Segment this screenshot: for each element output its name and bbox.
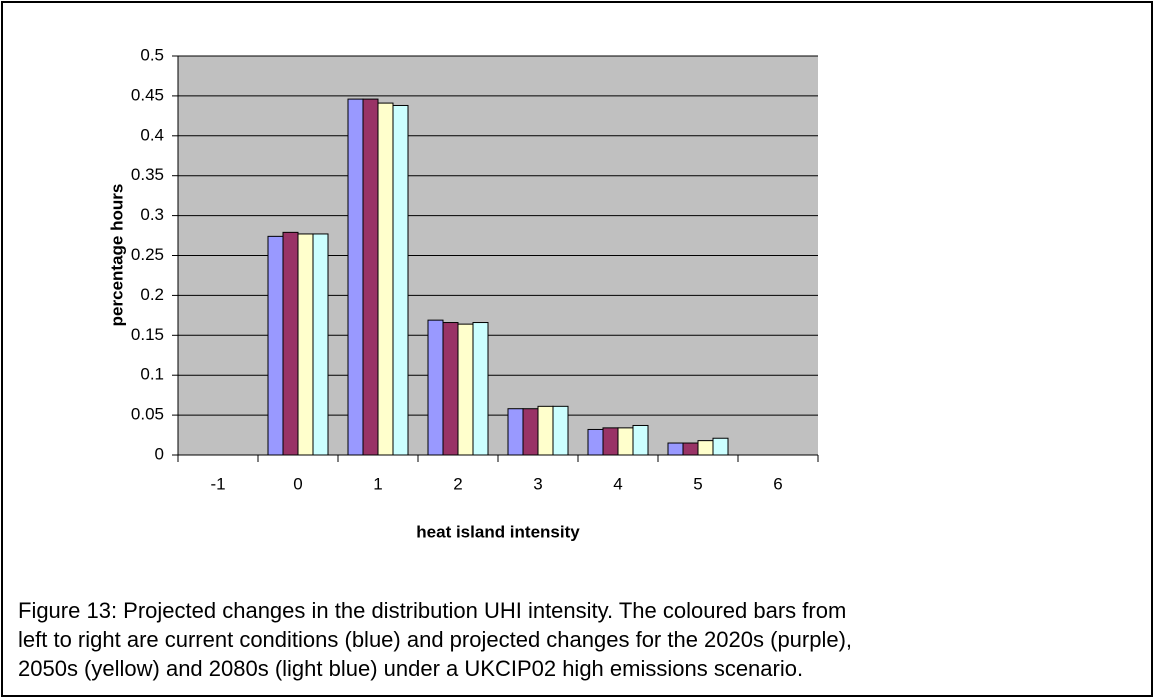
- y-tick-label: 0.4: [140, 125, 164, 144]
- bar: [537, 405, 554, 456]
- bar: [712, 437, 729, 456]
- bar: [427, 319, 444, 456]
- y-axis-title: percentage hours: [107, 184, 126, 327]
- bar: [377, 102, 394, 456]
- bar: [667, 442, 684, 456]
- x-tick-label: 6: [773, 474, 782, 493]
- x-tick-label: 5: [693, 474, 702, 493]
- caption-line: Figure 13: Projected changes in the dist…: [18, 598, 846, 623]
- bar: [507, 408, 524, 456]
- y-tick-label: 0.35: [131, 165, 164, 184]
- bar: [472, 322, 489, 456]
- y-tick-label: 0.1: [140, 365, 164, 384]
- bar: [457, 323, 474, 456]
- bar: [347, 98, 364, 456]
- bar: [587, 428, 604, 456]
- x-tick-label: 3: [533, 474, 542, 493]
- x-tick-label: 4: [613, 474, 622, 493]
- caption-line: 2050s (yellow) and 2080s (light blue) un…: [18, 656, 803, 681]
- bar: [442, 322, 459, 456]
- y-tick-label: 0.3: [140, 205, 164, 224]
- bar: [632, 424, 649, 456]
- bar: [312, 233, 329, 456]
- bar: [697, 440, 714, 456]
- x-axis-title: heat island intensity: [416, 522, 580, 541]
- bar: [282, 231, 299, 456]
- bar: [267, 235, 284, 456]
- y-tick-label: 0.25: [131, 245, 164, 264]
- bar: [522, 408, 539, 456]
- y-tick-label: 0.45: [131, 85, 164, 104]
- y-tick-label: 0: [155, 444, 164, 463]
- bar: [392, 104, 409, 456]
- caption-line: left to right are current conditions (bl…: [18, 627, 852, 652]
- x-tick-label: 1: [373, 474, 382, 493]
- bar: [552, 405, 569, 456]
- x-tick-label: 0: [293, 474, 302, 493]
- y-tick-label: 0.05: [131, 405, 164, 424]
- bar: [362, 98, 379, 456]
- bar: [602, 427, 619, 456]
- x-tick-label: 2: [453, 474, 462, 493]
- y-tick-label: 0.5: [140, 45, 164, 64]
- x-tick-label: -1: [210, 474, 225, 493]
- bar: [617, 427, 634, 456]
- y-tick-label: 0.2: [140, 285, 164, 304]
- bar: [297, 233, 314, 456]
- bar: [682, 442, 699, 456]
- y-tick-label: 0.15: [131, 325, 164, 344]
